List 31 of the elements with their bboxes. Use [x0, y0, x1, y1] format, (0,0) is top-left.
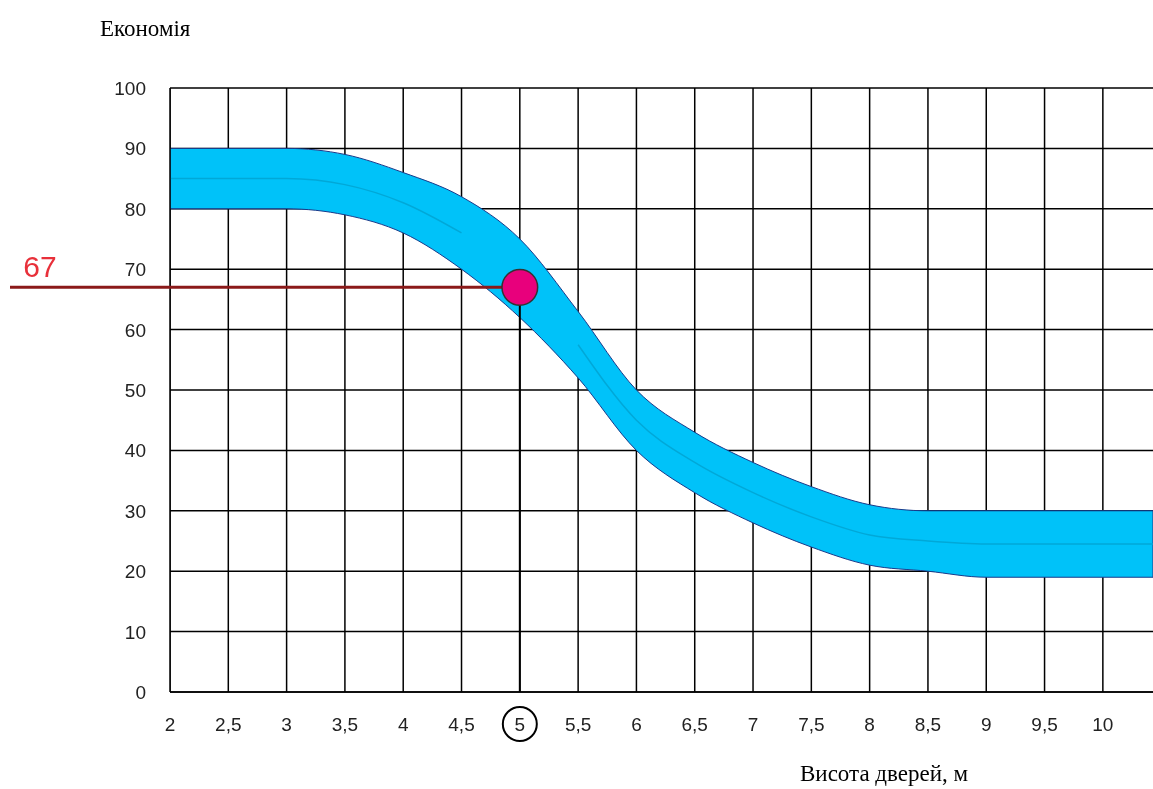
ref-line-label: 67 [23, 250, 57, 284]
y-tick-label: 60 [124, 319, 146, 341]
y-tick-label: 40 [124, 440, 146, 462]
x-tick-label: 4 [397, 714, 409, 735]
x-tick-label: 9,5 [1031, 714, 1058, 735]
x-tick-label: 10 [1092, 714, 1114, 735]
y-tick-label: 90 [124, 138, 146, 160]
x-tick-label: 3,5 [331, 714, 359, 735]
y-tick-label: 20 [124, 561, 146, 583]
x-tick-label: 4,5 [448, 714, 475, 735]
x-tick-label: 8 [864, 714, 875, 735]
y-tick-label: 10 [124, 621, 146, 643]
x-tick-label: 5 [514, 714, 526, 735]
y-tick-label: 30 [124, 500, 146, 522]
x-tick-label: 7,5 [798, 714, 825, 735]
y-tick-label: 100 [114, 78, 146, 99]
x-tick-label: 6 [631, 714, 642, 735]
y-tick-label: 80 [124, 198, 146, 220]
x-tick-label: 8,5 [914, 714, 942, 735]
x-tick-label: 2,5 [215, 714, 242, 735]
y-tick-label: 70 [124, 259, 146, 281]
y-tick-label: 0 [135, 682, 146, 703]
x-tick-label: 9 [980, 714, 992, 735]
x-tick-label: 3 [281, 714, 292, 735]
x-tick-label: 5,5 [564, 714, 592, 735]
y-axis-title: Економія [100, 16, 191, 41]
y-tick-label: 50 [124, 380, 146, 401]
x-tick-label: 2 [164, 714, 176, 735]
x-tick-label: 7 [747, 714, 759, 735]
x-tick-label: 6,5 [681, 714, 708, 735]
x-axis-title: Висота дверей, м [800, 761, 969, 786]
